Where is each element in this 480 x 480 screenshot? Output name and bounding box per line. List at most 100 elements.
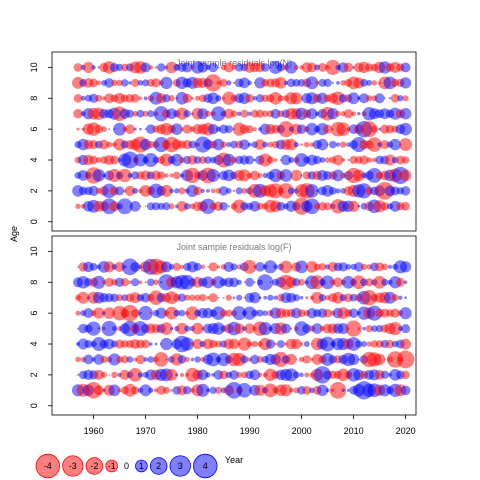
residual-bubble: [249, 369, 261, 381]
residual-bubble: [230, 110, 238, 118]
residual-bubble: [351, 111, 357, 117]
residual-bubble: [116, 79, 123, 87]
residual-bubble: [399, 169, 412, 182]
panel-title: Joint sample residuals log(F): [176, 242, 291, 252]
residual-bubble: [298, 278, 306, 286]
residual-bubble: [273, 264, 278, 270]
x-tick-label: 1980: [188, 426, 208, 436]
residual-bubble: [232, 306, 247, 321]
residual-bubble: [257, 172, 263, 178]
residual-bubble: [128, 368, 143, 382]
residual-bubble: [325, 59, 341, 76]
residual-bubble: [139, 205, 142, 208]
residual-bubble: [328, 187, 337, 195]
residual-bubble: [118, 168, 132, 183]
residual-bubble: [156, 385, 166, 395]
residual-bubble: [138, 280, 143, 285]
residual-bubble: [73, 93, 83, 103]
residual-bubble: [335, 142, 341, 147]
residual-bubble: [157, 171, 166, 180]
residual-bubble: [295, 260, 308, 274]
residual-bubble: [277, 121, 295, 138]
residual-bubble: [383, 291, 397, 304]
residual-bubble: [76, 127, 80, 131]
residual-bubble: [175, 107, 189, 120]
residual-bubble: [223, 261, 234, 272]
residual-bubble: [258, 321, 272, 336]
residual-bubble: [226, 142, 232, 148]
legend-label: 2: [156, 461, 161, 471]
residual-bubble: [212, 138, 225, 151]
residual-bubble: [236, 279, 242, 285]
residual-bubble: [219, 370, 229, 380]
residual-bubble: [322, 124, 333, 134]
residual-bubble: [95, 157, 102, 163]
residual-bubble: [251, 309, 259, 317]
residual-bubble: [83, 354, 94, 365]
residual-bubble: [170, 81, 173, 84]
residual-bubble: [77, 265, 79, 268]
residual-bubble: [129, 200, 141, 212]
residual-bubble: [348, 308, 359, 318]
residual-bubble: [184, 356, 190, 363]
residual-bubble: [362, 326, 366, 331]
residual-bubble: [343, 109, 354, 119]
residual-bubble: [168, 95, 175, 102]
residual-bubble: [132, 187, 139, 194]
residual-bubble: [341, 158, 345, 162]
residual-bubble: [92, 169, 106, 182]
residual-bubble: [175, 373, 179, 377]
legend-label: -3: [69, 461, 77, 471]
residual-bubble: [347, 353, 360, 366]
residual-bubble: [323, 308, 332, 318]
residual-bubble: [306, 108, 318, 120]
residual-bubble: [273, 295, 278, 300]
residual-bubble: [400, 62, 411, 73]
residual-bubble: [225, 294, 232, 301]
residual-bubble: [172, 262, 181, 271]
residual-bubble: [292, 294, 301, 302]
residual-bubble: [299, 296, 304, 300]
residual-bubble: [318, 263, 327, 271]
residual-bubble: [320, 275, 335, 290]
residual-bubble: [193, 262, 202, 271]
residual-bubble: [243, 281, 246, 284]
residual-bubble: [89, 155, 98, 165]
residual-bubble: [93, 369, 104, 381]
residual-bubble: [101, 320, 117, 337]
residual-bubble: [332, 291, 344, 304]
residual-bubble: [188, 140, 197, 149]
residual-bubble: [202, 276, 214, 289]
residual-bubble: [149, 311, 153, 315]
residual-bubble: [254, 384, 266, 396]
residual-bubble: [126, 356, 134, 363]
residual-bubble: [190, 357, 195, 362]
residual-bubble: [401, 323, 411, 334]
residual-bubble: [401, 370, 410, 380]
y-tick-label: 8: [29, 280, 39, 285]
residual-bubble: [318, 294, 327, 302]
residual-bubble: [341, 388, 345, 392]
y-tick-label: 6: [29, 311, 39, 316]
x-tick-label: 1990: [240, 426, 260, 436]
residual-bubble: [242, 259, 257, 274]
residual-bubble: [257, 372, 263, 378]
residual-bubble: [195, 95, 201, 101]
residual-bubble: [347, 92, 360, 105]
residual-bubble: [402, 95, 409, 102]
residual-bubble: [356, 183, 372, 199]
residual-bubble: [222, 296, 225, 299]
residual-bubble: [219, 202, 228, 211]
residual-bubble: [331, 81, 334, 84]
residual-bubble: [104, 78, 114, 88]
residual-bubble: [232, 81, 236, 85]
residual-bubble: [400, 338, 412, 350]
residual-bubble: [274, 77, 287, 89]
residual-bubble: [178, 309, 186, 317]
residual-bubble: [360, 78, 368, 87]
residual-bubble: [279, 384, 293, 397]
residual-bubble: [212, 322, 225, 335]
residual-bubble: [290, 92, 303, 105]
residual-bubble: [390, 308, 400, 318]
residual-bubble: [388, 97, 392, 100]
